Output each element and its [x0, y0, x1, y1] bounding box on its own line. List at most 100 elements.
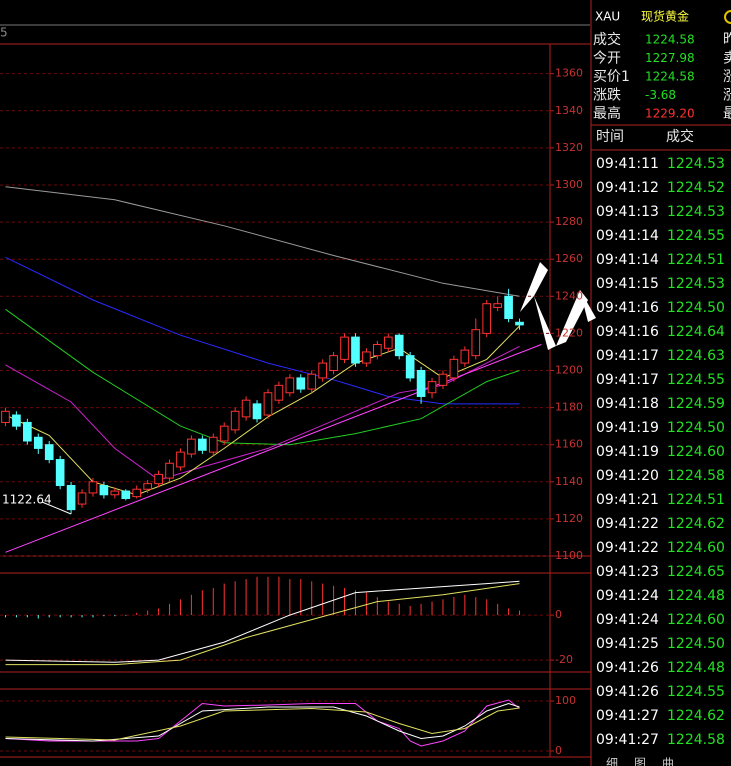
charts: 1122.64: [0, 73, 550, 752]
line-series: [5, 702, 520, 742]
quote-side-label: 昨: [723, 32, 731, 48]
line-series: [5, 344, 542, 553]
tick-time: 09:41:24: [596, 588, 659, 604]
tick-price: 1224.58: [667, 732, 725, 748]
y-tick-label: 1180: [555, 401, 583, 414]
tick-time: 09:41:19: [596, 420, 659, 436]
candle-body: [285, 377, 295, 394]
candle-body: [416, 369, 426, 397]
tick-time: 09:41:20: [596, 468, 659, 484]
candle-body: [77, 492, 87, 505]
candle-body: [230, 410, 240, 431]
tick-price: 1224.55: [667, 372, 725, 388]
tick-price: 1224.62: [667, 516, 725, 532]
candle-body: [110, 490, 120, 496]
quote-value: 1224.58: [645, 33, 695, 47]
candle-body: [252, 403, 262, 420]
tick-price: 1224.64: [667, 324, 725, 340]
y-tick-label: 1160: [555, 438, 583, 451]
candle-body: [121, 490, 131, 499]
candle-body: [373, 344, 382, 357]
tab[interactable]: 图: [634, 757, 646, 766]
quote-label: 今开: [593, 51, 621, 67]
candle-body: [198, 438, 207, 451]
line-series: [5, 256, 520, 405]
candle-body: [66, 485, 76, 511]
tick-time: 09:41:16: [596, 324, 659, 340]
candle-body: [219, 425, 229, 442]
candle-body: [187, 438, 196, 455]
tick-price: 1224.60: [667, 612, 725, 628]
line-series: [5, 325, 520, 496]
tick-time: 09:41:11: [596, 156, 659, 172]
candle-body: [504, 295, 513, 320]
quote-value: -3.68: [645, 88, 676, 102]
candle-body: [55, 459, 65, 487]
tick-price: 1224.62: [667, 708, 725, 724]
tick-price: 1224.52: [667, 180, 725, 196]
candle-body: [405, 355, 415, 379]
tick-time: 09:41:26: [596, 660, 659, 676]
tick-time: 09:41:25: [596, 636, 659, 652]
candle-body: [263, 392, 273, 416]
tick-price: 1224.53: [667, 156, 725, 172]
tick-price: 1224.50: [667, 420, 725, 436]
tick-time: 09:41:24: [596, 612, 659, 628]
tick-price: 1224.63: [667, 348, 725, 364]
tick-time: 09:41:13: [596, 204, 659, 220]
candle-body: [12, 414, 21, 427]
tick-price: 1224.50: [667, 300, 725, 316]
y-tick-label: -20: [555, 653, 573, 666]
quote-value: 1224.58: [645, 70, 695, 84]
candle-body: [427, 381, 437, 394]
candle-body: [1, 410, 10, 423]
candle-body: [208, 436, 218, 453]
candle-body: [351, 336, 360, 364]
top-left-label: 5: [0, 26, 8, 40]
annotation-line: [41, 501, 72, 515]
tick-time: 09:41:18: [596, 396, 659, 412]
tick-time: 09:41:12: [596, 180, 659, 196]
y-tick-label: 1100: [555, 549, 583, 562]
y-tick-label: 1300: [555, 178, 583, 191]
tick-time: 09:41:23: [596, 564, 659, 580]
y-tick-label: 100: [555, 694, 576, 707]
y-tick-label: 1360: [555, 67, 583, 80]
line-series: [5, 707, 520, 741]
line-series: [5, 699, 520, 747]
candle-body: [438, 373, 448, 386]
tab[interactable]: 曲: [662, 757, 674, 766]
candle-body: [241, 399, 251, 418]
tick-time: 09:41:17: [596, 348, 659, 364]
candle-body: [383, 336, 393, 349]
tick-time: 09:41:15: [596, 276, 659, 292]
status-icon: [724, 10, 731, 24]
tick-time: 09:41:14: [596, 228, 659, 244]
candle-body: [515, 321, 524, 326]
tab[interactable]: 细: [606, 757, 618, 766]
tick-price: 1224.60: [667, 540, 725, 556]
candle-body: [88, 481, 98, 494]
y-tick-label: 0: [555, 608, 562, 621]
tick-price: 1224.58: [667, 468, 725, 484]
y-tick-label: 1320: [555, 141, 583, 154]
ticks-header: 时间: [596, 129, 624, 145]
candle-body: [449, 358, 459, 379]
candle-body: [132, 488, 142, 498]
y-tick-label: 1280: [555, 215, 583, 228]
quote-label: 最高: [593, 105, 621, 122]
tick-price: 1224.48: [667, 660, 725, 676]
y-tick-label: 1220: [555, 326, 583, 339]
y-tick-label: 1200: [555, 363, 583, 376]
line-series: [5, 583, 520, 666]
candle-body: [99, 485, 109, 496]
candle-body: [394, 334, 404, 357]
tick-price: 1224.51: [667, 492, 725, 508]
candle-body: [176, 451, 185, 468]
tick-price: 1224.55: [667, 684, 725, 700]
tick-price: 1224.59: [667, 396, 725, 412]
y-tick-label: 1240: [555, 289, 583, 302]
candle-body: [143, 483, 152, 490]
tick-price: 1224.55: [667, 228, 725, 244]
